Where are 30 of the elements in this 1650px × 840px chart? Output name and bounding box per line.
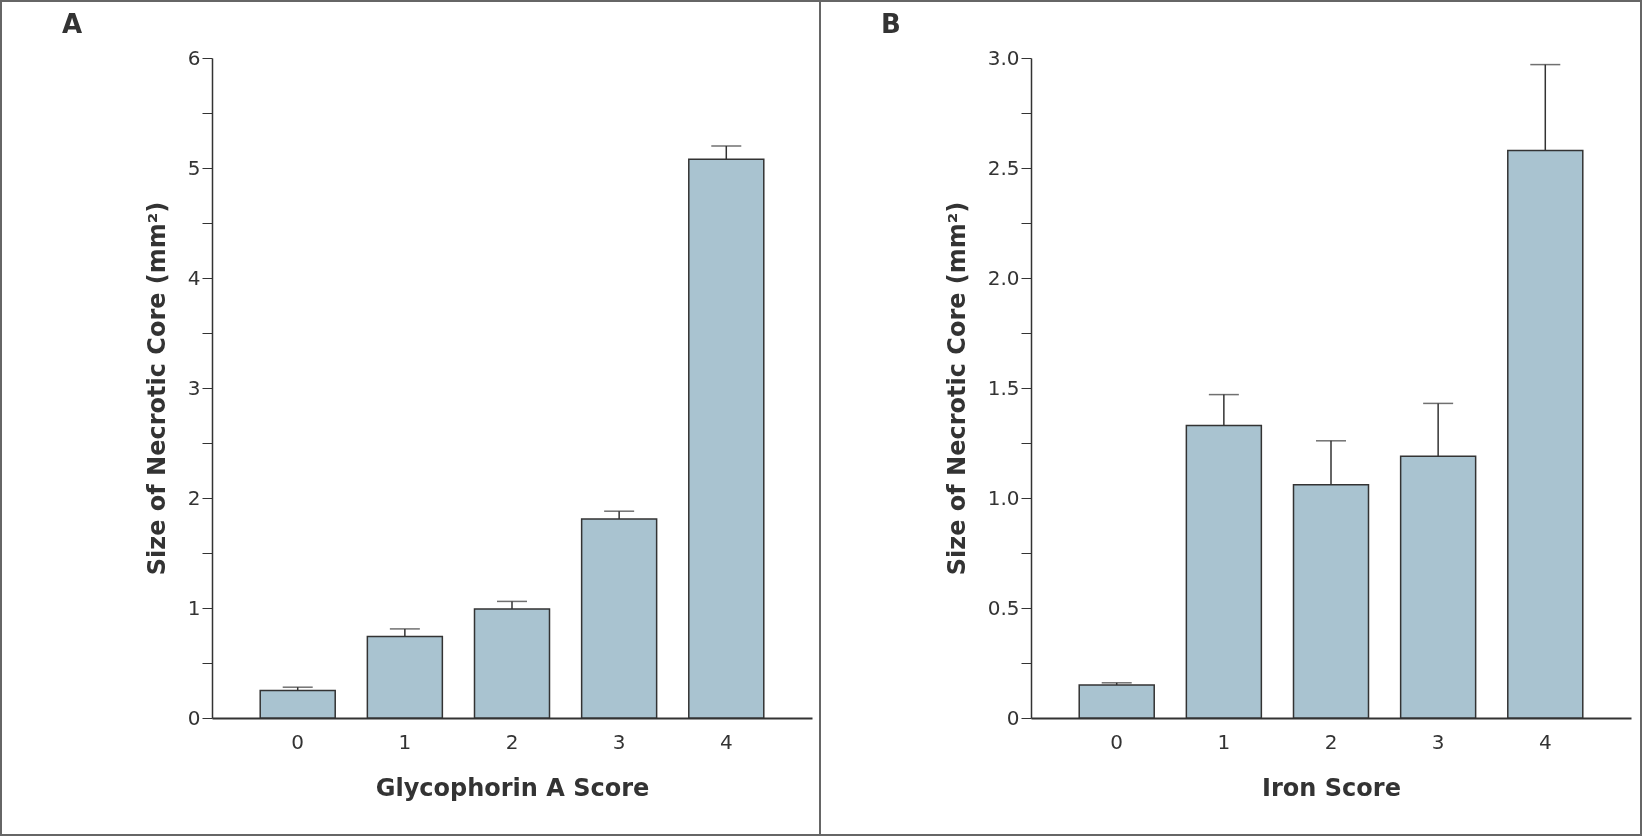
y-axis-title: Size of Necrotic Core (mm²): [942, 201, 971, 576]
x-tick-label: 1: [398, 729, 412, 754]
x-tick-label: 0: [291, 729, 305, 754]
y-tick-label: 3: [187, 375, 201, 400]
y-tick-label: 1.5: [987, 375, 1020, 400]
x-tick-label: 4: [719, 729, 733, 754]
x-tick-label: 2: [505, 729, 519, 754]
y-tick-label: 5: [187, 155, 201, 180]
chart-title: A: [62, 9, 83, 39]
y-tick-label: 2.5: [987, 155, 1020, 180]
x-axis-title: Glycophorin A Score: [375, 773, 650, 802]
y-axis-title: Size of Necrotic Core (mm²): [142, 201, 171, 576]
x-tick-label: 2: [1324, 729, 1338, 754]
y-tick-label: 3.0: [987, 45, 1020, 70]
chart-title: B: [881, 9, 901, 39]
x-tick-label: 4: [1538, 729, 1552, 754]
y-tick-label: 0: [1006, 705, 1020, 730]
y-tick-label: 0: [187, 705, 201, 730]
y-tick-label: 6: [187, 45, 201, 70]
y-tick-label: 2: [187, 485, 201, 510]
x-tick-label: 3: [1431, 729, 1445, 754]
x-tick-label: 3: [612, 729, 626, 754]
y-tick-label: 1.0: [987, 485, 1020, 510]
y-tick-label: 1: [187, 595, 201, 620]
y-tick-label: 2.0: [987, 265, 1020, 290]
y-tick-label: 4: [187, 265, 201, 290]
x-axis-title: Iron Score: [1262, 773, 1401, 802]
y-tick-label: 0.5: [987, 595, 1020, 620]
x-tick-label: 1: [1217, 729, 1231, 754]
x-tick-label: 0: [1110, 729, 1124, 754]
